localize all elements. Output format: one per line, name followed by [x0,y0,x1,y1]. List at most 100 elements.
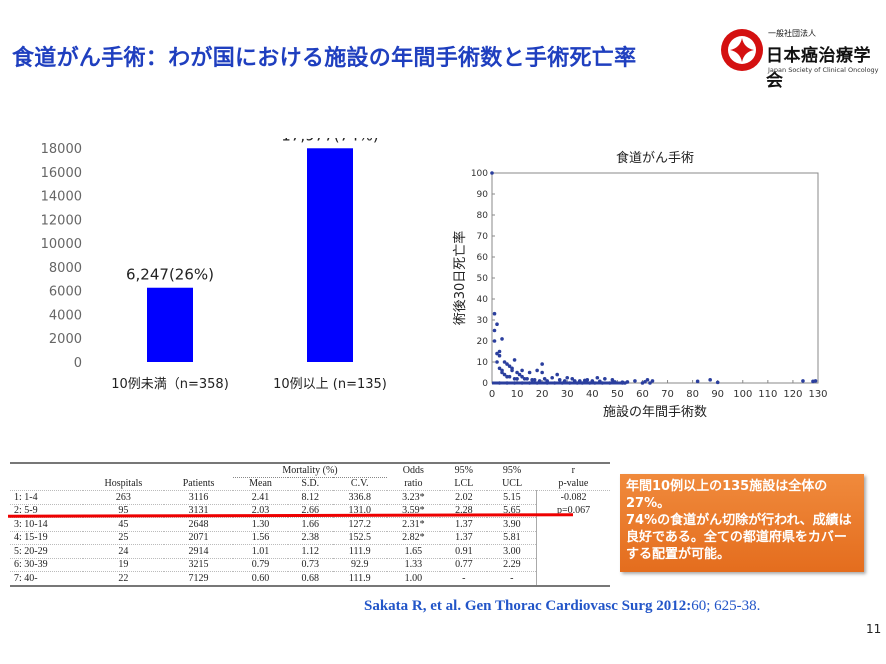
table-cell: 0.73 [287,558,333,572]
callout-box: 年間10例以上の135施設は全体の27%。 74%の食道がん切除が行われ、成績は… [620,474,864,572]
data-point [633,379,637,383]
data-point [517,372,522,377]
data-point [500,337,504,341]
table-cell: 0.79 [233,558,288,572]
x-tick-label: 10例以上 (n=135) [273,377,387,392]
data-point [565,375,570,380]
table-row: 7: 40- 22 7129 0.60 0.68 111.9 1.00- - [10,571,610,586]
table-cell: 1: 1-4 [10,490,84,505]
table-row: 3: 10-14 45 2648 1.30 1.66 127.2 2.31* 1.37 3.90 [10,517,610,532]
table-cell: 2914 [163,544,234,559]
table-cell: 1.65 [386,544,441,559]
table-cell: 24 [83,544,164,559]
table-cell: 2.29 [487,558,537,572]
x-tick-label: 100 [733,389,752,400]
table-cell [536,531,610,545]
table-cell: - [487,571,537,586]
data-point [600,381,605,385]
table-cell: 22 [83,571,164,586]
table-header: Patients [163,477,234,491]
data-point [522,377,527,381]
table-cell: 25 [83,531,164,545]
x-tick-label: 10例未満（n=358) [111,377,229,392]
logo-name: 日本癌治療学会 [766,46,871,91]
citation-pages: 60; 625-38. [691,598,761,614]
data-point [492,339,497,343]
data-point [552,381,557,385]
volume-mortality-table: Mortality (%) Odds 95% 95% r Hospitals Pa… [10,462,610,587]
y-tick-label: 80 [477,211,489,221]
table-header: Odds [402,465,424,476]
data-point [520,374,524,379]
table-cell: 127.2 [332,517,387,532]
data-point [535,368,539,373]
table-cell: 0.60 [233,571,288,586]
data-point [562,379,567,383]
y-tick-label: 14000 [41,190,82,205]
data-point [580,381,585,385]
table-cell: 3.90 [487,517,537,532]
table-cell [536,571,610,586]
y-tick-label: 18000 [41,142,82,157]
y-axis-label: 術後30日死亡率 [452,231,468,326]
mortality-header: Mortality (%) [233,463,387,478]
data-point [715,380,720,385]
scatter-chart: 食道がん手術 0 10 20 30 40 50 60 70 80 90 100 0 10 20 30 40 50 6… [452,150,828,420]
table-cell: 263 [83,490,164,505]
data-point [645,378,650,382]
data-point [525,377,529,381]
y-tick-label: 100 [471,169,488,179]
data-point [515,377,519,381]
table-header: Hospitals [83,477,164,491]
data-point [492,311,497,316]
table-cell: 2648 [163,517,234,532]
y-tick-label: 50 [477,274,489,284]
table-row: 4: 15-19 25 2071 1.56 2.38 152.5 2.82* 1.37 5.81 [10,531,610,545]
table-cell: 19 [83,558,164,572]
data-point [502,360,507,364]
data-point [532,378,537,382]
table-cell: -0.082 [536,490,610,504]
data-point [560,381,565,385]
x-tick-label: 80 [686,389,699,400]
x-tick-label: 130 [808,389,827,400]
table-cell: 3: 10-14 [10,517,84,532]
data-point [497,353,502,358]
data-point [497,381,502,385]
x-tick-label: 70 [661,389,674,400]
data-point [550,375,554,380]
y-tick-label: 90 [477,190,489,200]
data-point [495,351,499,356]
data-point [572,379,577,383]
x-axis-label: 施設の年間手術数 [603,404,707,420]
data-point [595,375,600,380]
data-point [623,381,627,385]
x-tick-label: 120 [783,389,802,400]
data-point [495,360,499,364]
table-cell: 2.41 [233,490,288,505]
data-point [497,349,502,354]
table-cell [536,544,610,558]
table-cell: 4: 15-19 [10,531,84,545]
y-tick-label: 70 [477,232,489,242]
data-point [610,378,615,382]
plot-frame [491,172,819,384]
data-point [505,381,509,385]
data-point [593,381,597,385]
data-point [490,171,494,175]
data-point [708,378,712,382]
data-point [520,381,524,385]
data-point [535,381,539,385]
table-header: r [571,465,576,476]
y-tick-label: 16000 [41,166,82,181]
table-cell [536,517,610,531]
data-point [542,377,547,381]
table-cell: 45 [83,517,164,532]
data-point [557,378,562,382]
logo: 一般社団法人 日本癌治療学会 Japan Society of Clinical… [720,24,886,91]
data-point [495,322,499,326]
data-point [613,380,617,384]
bar [307,148,353,362]
bar [147,287,193,362]
